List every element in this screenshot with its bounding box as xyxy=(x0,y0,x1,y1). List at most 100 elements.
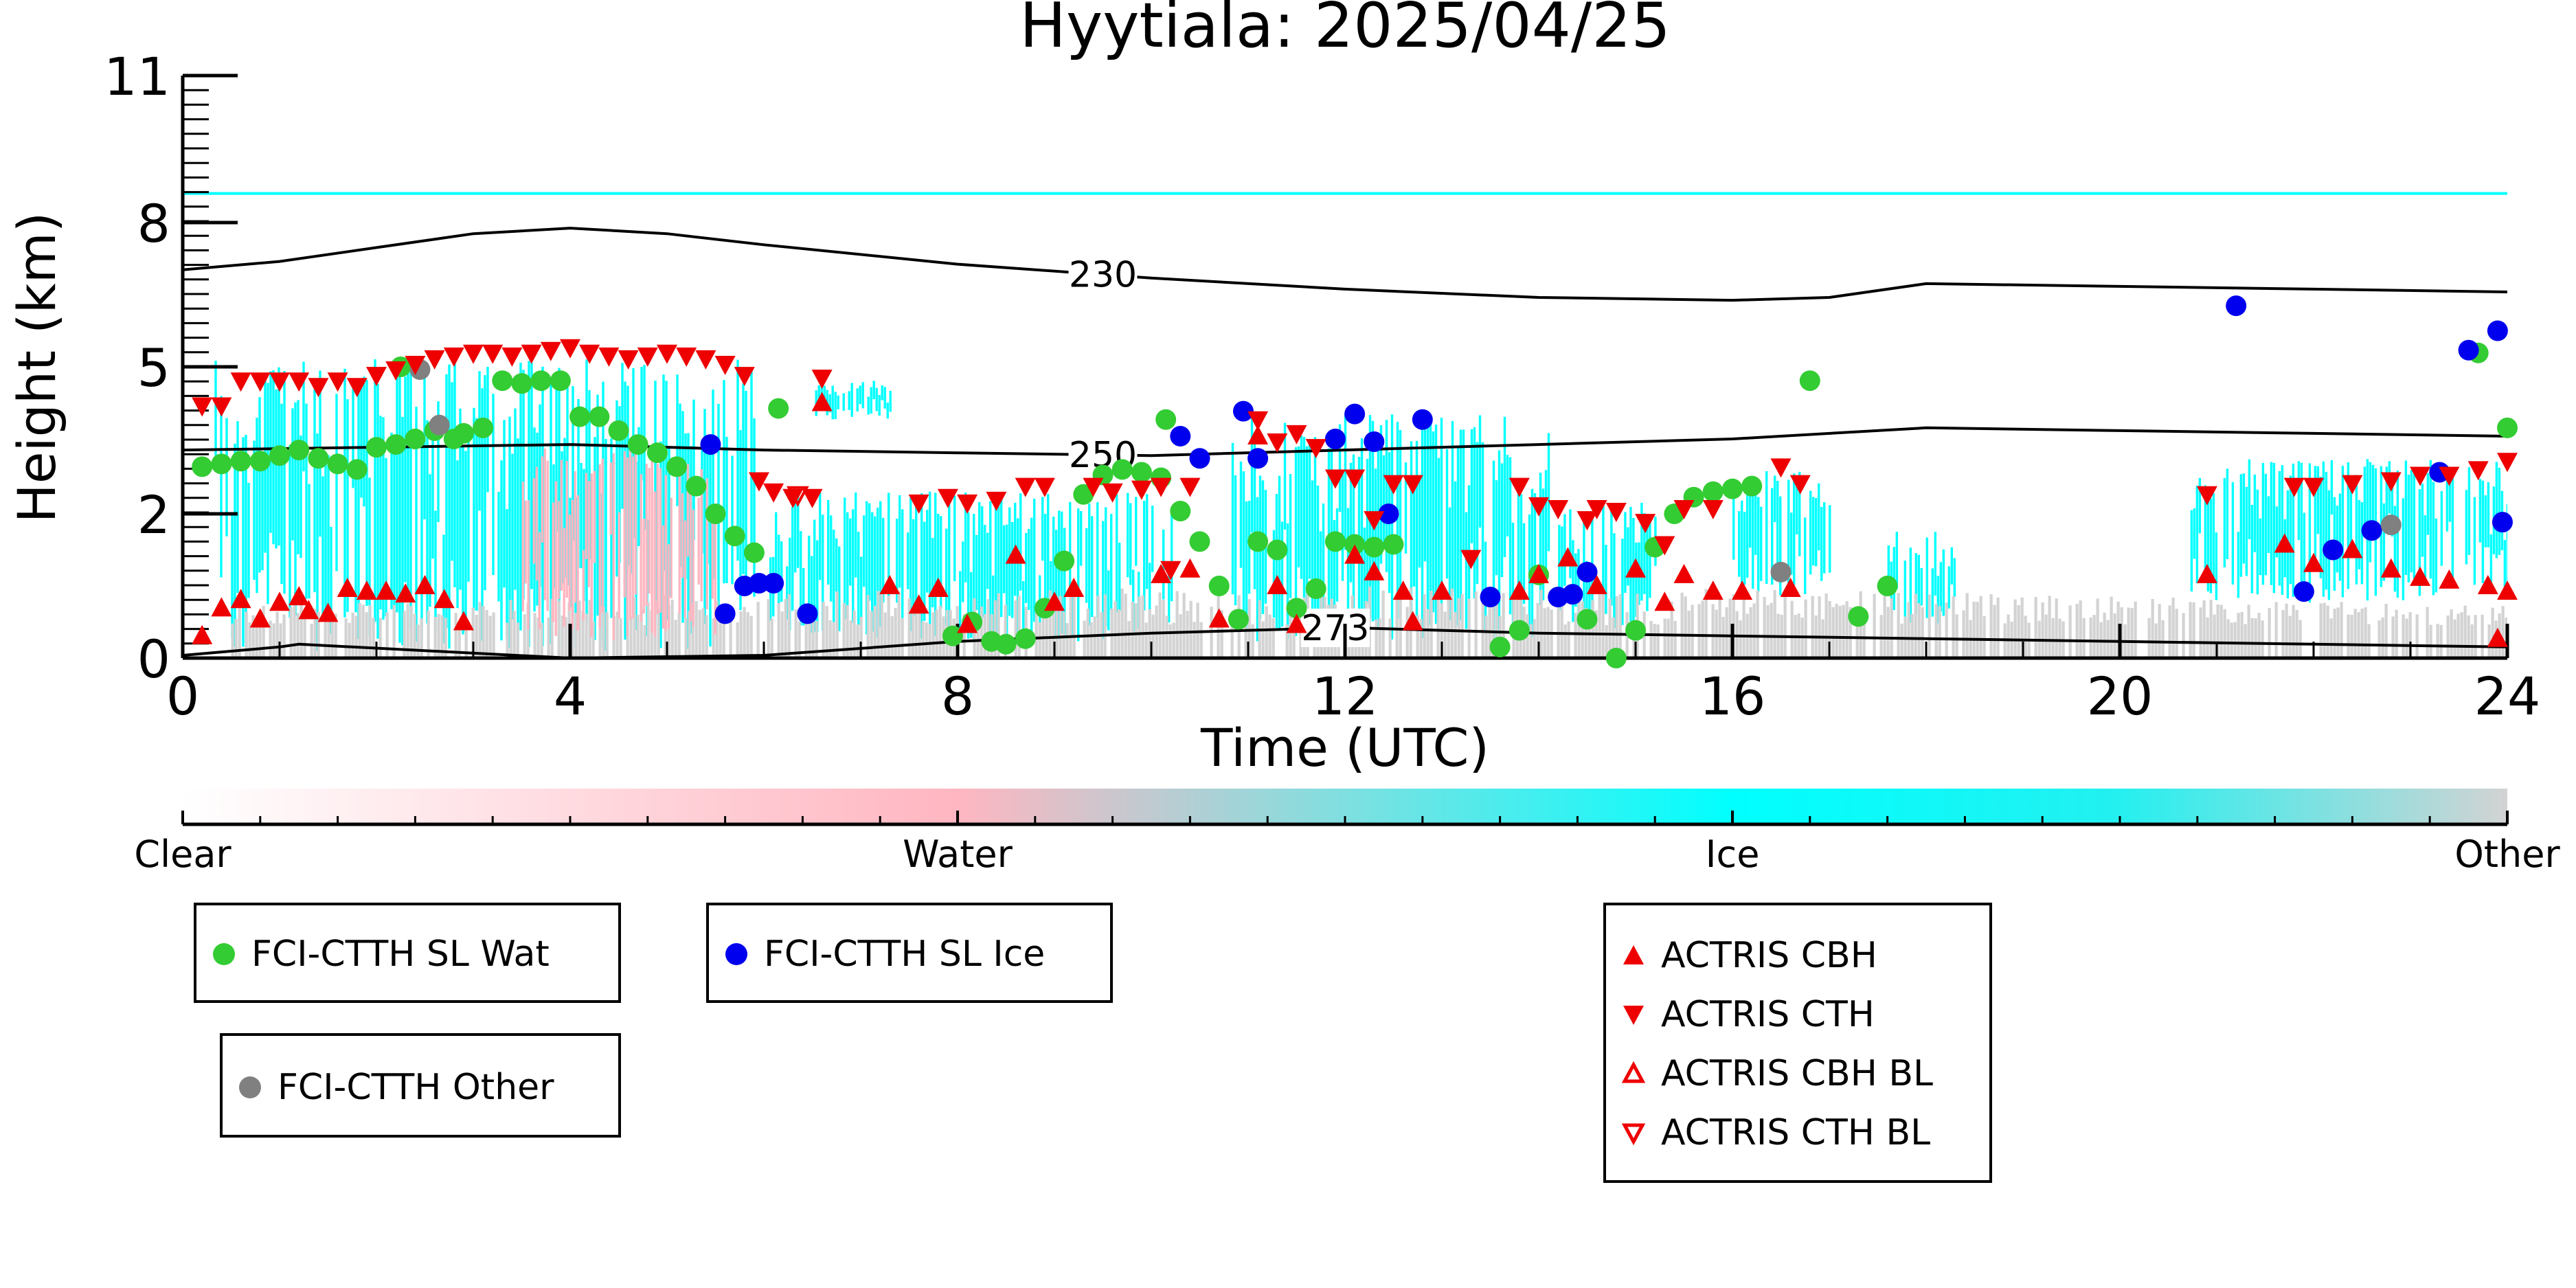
cloud-streak xyxy=(564,617,567,658)
cloud-streak xyxy=(554,481,557,636)
cloud-streak xyxy=(745,390,747,594)
cloud-streak xyxy=(1454,611,1457,658)
data-point xyxy=(748,572,769,594)
cloud-streak xyxy=(1443,611,1447,658)
cloud-streak xyxy=(918,597,921,658)
data-point xyxy=(1247,425,1269,444)
cloud-streak xyxy=(555,374,558,532)
cloud-streak xyxy=(253,440,256,580)
cloud-streak xyxy=(1171,507,1173,602)
cloud-streak xyxy=(1790,512,1793,575)
cloud-streak xyxy=(557,600,561,658)
cloud-streak xyxy=(1399,429,1402,633)
cloud-streak xyxy=(1953,558,1956,597)
cloud-streak xyxy=(863,515,866,587)
cloud-streak xyxy=(1077,508,1080,642)
x-axis-label: Time (UTC) xyxy=(1200,717,1489,778)
cloud-streak xyxy=(1643,512,1646,594)
cloud-streak xyxy=(2369,462,2372,563)
data-point xyxy=(1480,587,1501,608)
data-point xyxy=(317,602,339,622)
data-point xyxy=(1102,483,1123,503)
cloud-streak xyxy=(361,605,365,658)
cloud-streak xyxy=(374,359,376,622)
data-point xyxy=(937,488,958,508)
cloud-streak xyxy=(1052,517,1055,616)
data-point xyxy=(192,456,213,477)
data-point xyxy=(782,488,804,508)
data-point xyxy=(249,372,271,392)
cloud-streak xyxy=(1091,516,1094,618)
data-point xyxy=(1392,580,1414,600)
cloud-streak xyxy=(1418,475,1421,568)
data-point xyxy=(2497,580,2518,600)
cloud-streak xyxy=(1089,622,1093,658)
cloud-streak xyxy=(297,400,300,554)
cloud-streak xyxy=(1491,602,1495,658)
cloud-streak xyxy=(282,614,286,658)
cloud-streak xyxy=(1500,463,1504,578)
data-point xyxy=(2477,575,2498,595)
data-point xyxy=(1267,539,1288,561)
cloud-streak xyxy=(830,515,833,602)
cloud-streak xyxy=(1462,429,1465,551)
cloud-streak xyxy=(725,437,728,583)
triangle-down-icon xyxy=(1606,1001,1661,1028)
cloud-streak xyxy=(664,475,667,631)
cloud-streak xyxy=(2292,605,2295,658)
data-point xyxy=(1131,462,1152,483)
data-point xyxy=(1364,561,1385,580)
cloud-streak xyxy=(283,371,286,594)
cloud-streak xyxy=(456,460,459,609)
data-point xyxy=(308,378,329,398)
cloud-streak xyxy=(2151,598,2154,658)
cloud-streak xyxy=(2020,597,2024,658)
isotherm-label: 230 xyxy=(1069,255,1137,296)
cloud-streak xyxy=(1168,624,1172,658)
cloud-streak xyxy=(609,462,612,535)
cloud-streak xyxy=(1421,419,1424,638)
cloud-streak xyxy=(267,383,269,605)
data-point xyxy=(1877,576,1898,597)
cloud-streak xyxy=(1230,620,1234,658)
cloud-streak xyxy=(303,610,306,658)
data-point xyxy=(1034,477,1055,497)
cloud-streak xyxy=(2432,482,2435,596)
cloud-streak xyxy=(1047,494,1050,601)
cloud-streak xyxy=(1028,528,1030,610)
cloud-streak xyxy=(1821,619,1824,658)
data-point xyxy=(1063,578,1085,598)
cloud-streak xyxy=(689,487,692,622)
data-point xyxy=(1364,536,1385,558)
cloud-streak xyxy=(1506,455,1509,536)
cloud-streak xyxy=(1124,594,1127,658)
cloud-streak xyxy=(1346,508,1350,636)
cloud-streak xyxy=(633,596,636,658)
cloud-streak xyxy=(471,607,475,658)
cloud-streak xyxy=(640,474,642,622)
cloud-streak xyxy=(464,451,467,632)
data-point xyxy=(714,603,736,624)
cloud-streak xyxy=(530,362,533,589)
cloud-streak xyxy=(742,383,745,574)
cloud-region-water xyxy=(521,447,716,641)
cloud-streak xyxy=(1640,503,1643,601)
data-point xyxy=(2410,466,2431,486)
cloud-streak xyxy=(543,448,546,600)
cloud-streak xyxy=(1741,500,1743,589)
cloud-streak xyxy=(1377,433,1380,631)
cloud-streak xyxy=(280,403,283,585)
cloud-streak xyxy=(488,615,492,658)
cloud-streak xyxy=(698,609,701,658)
cloud-streak xyxy=(993,600,997,658)
cloud-streak xyxy=(637,427,640,546)
cloud-streak xyxy=(2402,498,2405,600)
cloud-streak xyxy=(953,495,956,581)
cloud-streak xyxy=(1404,462,1408,554)
cloud-streak xyxy=(964,493,967,583)
cloud-streak xyxy=(409,363,412,630)
data-point xyxy=(1528,497,1549,517)
cloud-streak xyxy=(300,605,303,658)
cloud-streak xyxy=(1955,614,1958,658)
cloud-streak xyxy=(1451,420,1454,592)
